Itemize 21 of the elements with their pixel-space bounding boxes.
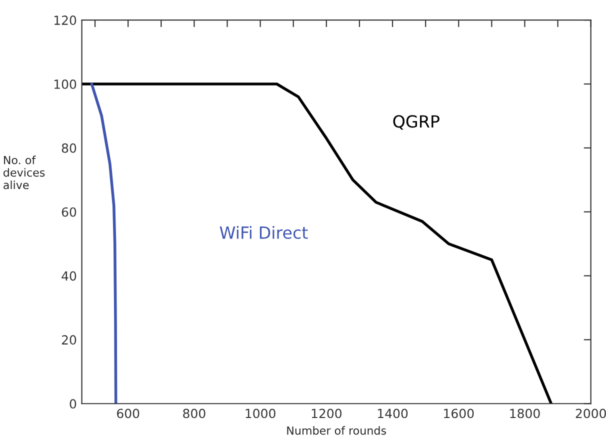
x-tick-label: 1000: [246, 408, 276, 418]
line-series: [90, 82, 118, 404]
text: QGRP: [393, 115, 440, 130]
y-tick-label: 120: [54, 16, 76, 25]
x-tick-label: 2000: [576, 408, 606, 418]
y-axis-title: No. of devices alive: [4, 156, 45, 190]
x-tick-label: 1200: [312, 408, 342, 418]
y-tick-label: 20: [62, 335, 76, 345]
x-axis-title: Number of rounds: [287, 426, 386, 435]
x-tick-label: 1400: [378, 408, 408, 418]
y-tick-label: 80: [62, 143, 76, 153]
text: WiFi Direct: [220, 226, 308, 239]
x-tick-label: 1600: [444, 408, 474, 418]
y-tick-label: 0: [70, 399, 76, 409]
y-tick-label: 100: [54, 79, 76, 89]
y-tick-label: 60: [62, 207, 76, 217]
line-series: [82, 82, 553, 404]
x-tick-label: 600: [117, 408, 140, 418]
y-tick-label: 40: [62, 271, 76, 281]
x-tick-label: 800: [183, 408, 206, 418]
x-tick-label: 1800: [510, 408, 540, 418]
